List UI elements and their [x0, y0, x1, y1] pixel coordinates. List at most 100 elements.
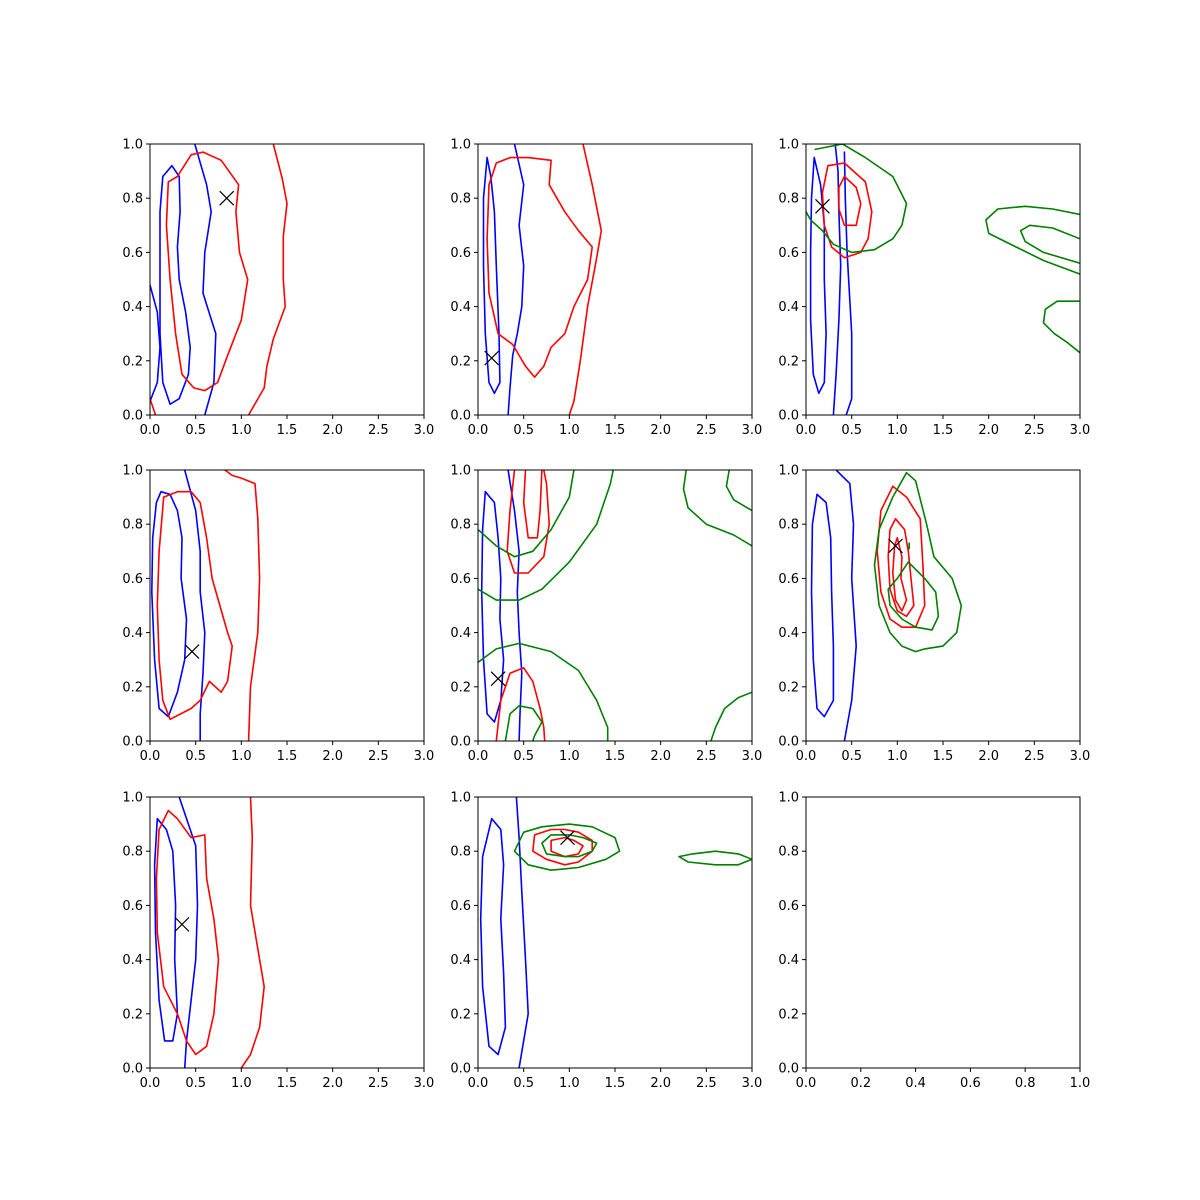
y-tick-label: 0.0 [450, 409, 471, 424]
red-contour-4 [224, 470, 261, 741]
x-tick-label: 1.0 [887, 749, 908, 764]
green-contour-6 [541, 834, 598, 858]
blue-contour-1 [159, 164, 191, 405]
x-tick-label: 1.5 [277, 423, 298, 438]
y-tick-label: 0.2 [450, 680, 471, 695]
x-tick-label: 1.5 [605, 749, 626, 764]
green-contour-9 [1042, 300, 1080, 354]
y-tick-label: 0.8 [122, 518, 143, 533]
green-contour-9 [504, 705, 543, 741]
red-contour-4 [821, 162, 873, 259]
subplot-5: 0.0 0.5 1.0 1.5 2.0 2.5 3.0 0.0 0.2 0.4 0.6 0.8 1.0 [450, 464, 762, 765]
blue-contour-1 [153, 817, 179, 1042]
blue-contour-2 [194, 144, 217, 415]
x-tick-label: 0.0 [468, 1076, 489, 1091]
y-tick-label: 1.0 [450, 791, 471, 806]
x-tick-label: 2.0 [322, 1076, 343, 1091]
green-contour-7 [678, 850, 752, 866]
x-tick-label: 0.5 [185, 1076, 206, 1091]
y-tick-label: 0.6 [778, 246, 799, 261]
red-contour-4 [522, 470, 543, 539]
y-tick-label: 1.0 [450, 464, 471, 479]
subplot-4: 0.0 0.5 1.0 1.5 2.0 2.5 3.0 0.0 0.2 0.4 0.6 0.8 1.0 [122, 464, 434, 765]
x-tick-label: 1.5 [277, 1076, 298, 1091]
x-tick-label: 0.0 [140, 749, 161, 764]
x-tick-label: 0.6 [960, 1076, 981, 1091]
x-tick-label: 3.0 [742, 1076, 763, 1091]
x-tick-label: 0.0 [140, 423, 161, 438]
blue-contour-1 [151, 490, 188, 718]
green-contour-6 [478, 470, 575, 558]
y-tick-label: 0.4 [450, 626, 471, 641]
y-tick-label: 0.6 [450, 899, 471, 914]
y-tick-label: 0.8 [450, 518, 471, 533]
x-tick-label: 2.0 [978, 749, 999, 764]
y-tick-label: 1.0 [122, 138, 143, 153]
y-tick-label: 0.0 [778, 1062, 799, 1077]
contour-lines [151, 470, 261, 741]
y-tick-label: 0.2 [450, 1007, 471, 1022]
y-tick-label: 0.0 [450, 735, 471, 750]
x-tick-label: 3.0 [414, 1076, 435, 1091]
y-tick-label: 0.2 [778, 680, 799, 695]
x-marker [490, 671, 506, 687]
y-tick-label: 0.8 [122, 845, 143, 860]
x-tick-label: 1.5 [605, 423, 626, 438]
red-contour-5 [838, 175, 862, 227]
contour-lines [150, 144, 288, 415]
x-tick-label: 0.2 [850, 1076, 871, 1091]
red-contour-3 [532, 828, 593, 866]
green-contour-6 [806, 144, 908, 254]
blue-contour-1 [810, 493, 835, 718]
y-tick-label: 0.0 [778, 735, 799, 750]
x-tick-label: 1.5 [605, 1076, 626, 1091]
y-tick-label: 0.2 [122, 354, 143, 369]
y-tick-label: 0.6 [778, 899, 799, 914]
contour-lines [153, 797, 265, 1068]
x-tick-label: 2.5 [368, 1076, 389, 1091]
y-tick-label: 0.8 [778, 845, 799, 860]
x-tick-label: 2.0 [650, 423, 671, 438]
y-tick-label: 0.8 [122, 192, 143, 207]
y-tick-label: 0.0 [122, 409, 143, 424]
y-tick-label: 0.4 [778, 300, 799, 315]
green-contour-5 [513, 823, 621, 871]
blue-contour-2 [832, 144, 842, 415]
x-tick-label: 2.5 [368, 749, 389, 764]
y-tick-label: 0.0 [778, 409, 799, 424]
y-tick-label: 0.0 [450, 1062, 471, 1077]
x-tick-label: 3.0 [742, 749, 763, 764]
y-tick-label: 0.6 [122, 899, 143, 914]
y-tick-label: 0.4 [122, 626, 143, 641]
y-tick-label: 0.2 [122, 680, 143, 695]
y-tick-label: 0.2 [778, 354, 799, 369]
red-contour-4 [165, 151, 249, 392]
red-contour-5 [247, 144, 288, 415]
red-contour-4 [887, 518, 915, 618]
x-tick-label: 1.0 [1070, 1076, 1091, 1091]
blue-contour-2 [507, 470, 523, 741]
subplot-7: 0.0 0.5 1.0 1.5 2.0 2.5 3.0 0.0 0.2 0.4 0.6 0.8 1.0 [122, 791, 434, 1092]
y-tick-label: 0.6 [450, 246, 471, 261]
y-tick-label: 0.8 [450, 192, 471, 207]
green-contour-8 [1019, 224, 1080, 264]
blue-contour-3 [843, 151, 853, 415]
blue-contour-1 [482, 156, 501, 395]
subplot-2: 0.0 0.5 1.0 1.5 2.0 2.5 3.0 0.0 0.2 0.4 0.6 0.8 1.0 [450, 138, 762, 439]
x-tick-label: 0.0 [796, 749, 817, 764]
x-tick-label: 1.0 [231, 749, 252, 764]
y-tick-label: 1.0 [450, 138, 471, 153]
x-tick-label: 0.5 [513, 749, 534, 764]
red-contour-4 [550, 836, 584, 858]
x-marker [484, 350, 500, 366]
y-tick-label: 1.0 [122, 464, 143, 479]
green-contour-11 [725, 470, 752, 512]
y-tick-label: 0.4 [778, 953, 799, 968]
y-tick-label: 0.2 [778, 1007, 799, 1022]
red-contour-3 [506, 470, 550, 574]
y-tick-label: 0.2 [450, 354, 471, 369]
axes-frame [805, 796, 1081, 1069]
red-contour-6 [150, 397, 157, 415]
x-tick-label: 0.0 [796, 423, 817, 438]
